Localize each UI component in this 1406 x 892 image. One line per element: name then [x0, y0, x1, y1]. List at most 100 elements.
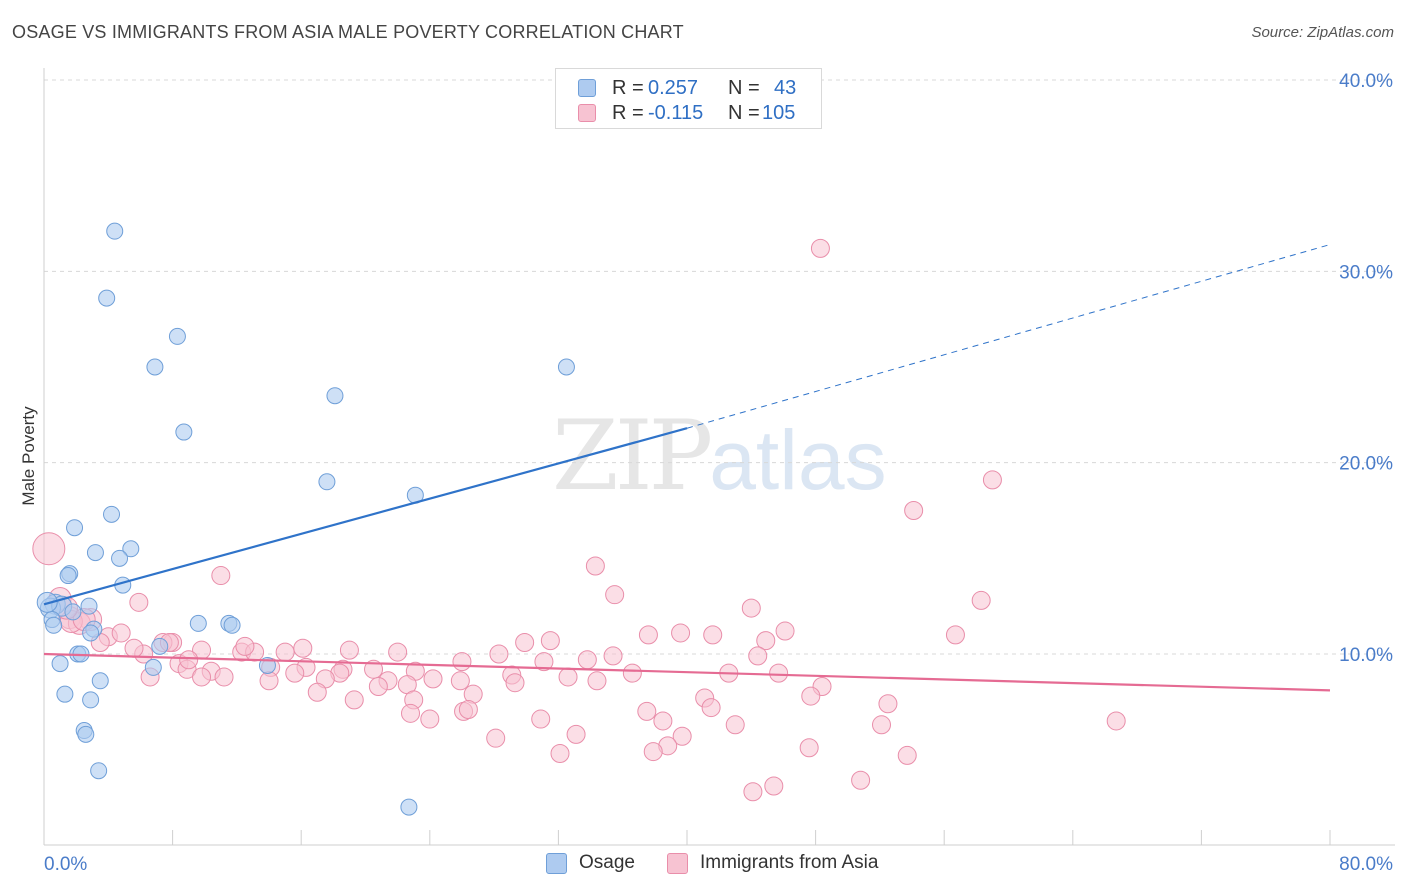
asia-point — [1106, 711, 1126, 731]
asia-point — [124, 638, 144, 658]
y-axis-label: Male Poverty — [19, 406, 38, 506]
x-tick-label: 80.0% — [1339, 854, 1393, 875]
osage-point — [86, 544, 104, 562]
asia-point — [743, 782, 763, 802]
osage-point — [103, 505, 121, 523]
asia-point — [531, 709, 551, 729]
asia-point — [129, 592, 149, 612]
osage-point — [77, 725, 95, 743]
asia-point — [450, 671, 470, 691]
asia-point — [643, 742, 663, 762]
osage-point — [189, 614, 207, 632]
osage-point — [122, 540, 140, 558]
asia-point — [982, 470, 1002, 490]
x-tick-label: 0.0% — [44, 854, 87, 875]
osage-point — [51, 655, 69, 673]
asia-point — [897, 745, 917, 765]
osage-swatch — [546, 853, 567, 874]
osage-point — [56, 685, 74, 703]
asia-point — [701, 698, 721, 718]
asia-point — [401, 703, 421, 723]
asia-point — [605, 585, 625, 605]
asia-point — [285, 663, 305, 683]
asia-point — [368, 677, 388, 697]
osage-point — [175, 423, 193, 441]
asia-point — [764, 776, 784, 796]
legend-series: Osage Immigrants from Asia — [0, 852, 1406, 876]
asia-point — [452, 652, 472, 672]
asia-point — [179, 650, 199, 670]
legend-label: Osage — [579, 852, 635, 873]
asia-point — [671, 623, 691, 643]
r-label: R = — [612, 77, 644, 99]
osage-point — [326, 387, 344, 405]
asia-point — [756, 631, 776, 651]
asia-point — [550, 743, 570, 763]
watermark-zip: ZIP — [552, 400, 713, 512]
asia-point — [344, 690, 364, 710]
asia-point — [540, 631, 560, 651]
asia-point — [904, 501, 924, 520]
asia-point — [585, 556, 605, 576]
osage-point — [168, 327, 186, 345]
asia-point — [622, 663, 642, 683]
osage-point — [64, 603, 82, 621]
asia-point — [638, 625, 658, 645]
asia-point — [420, 709, 440, 729]
n-value: 43 — [774, 77, 797, 99]
osage-point — [557, 358, 575, 376]
asia-point — [741, 598, 761, 618]
osage-point — [111, 549, 129, 567]
asia-point — [872, 715, 892, 735]
source-label: Source: ZipAtlas.com — [1251, 24, 1394, 41]
y-tick-label: 20.0% — [1339, 454, 1393, 475]
asia-point — [214, 667, 234, 687]
osage-point — [98, 289, 116, 307]
asia-point — [878, 694, 898, 714]
asia-point — [192, 667, 212, 687]
y-tick-label: 40.0% — [1339, 71, 1393, 92]
asia-point — [32, 532, 66, 566]
n-value: 105 — [762, 102, 796, 124]
osage-point — [144, 658, 162, 676]
osage-point — [82, 624, 100, 642]
legend-label: Immigrants from Asia — [700, 852, 879, 873]
osage-trend-extension — [686, 244, 1331, 429]
osage-point — [223, 616, 241, 634]
asia-point — [558, 667, 578, 687]
asia-point — [339, 640, 359, 660]
asia-point — [971, 590, 991, 610]
asia-point — [637, 701, 657, 721]
osage-point — [90, 762, 108, 780]
asia-point — [566, 724, 586, 744]
osage-point — [59, 567, 77, 585]
asia-swatch — [667, 853, 688, 874]
watermark: ZIPatlas — [552, 400, 887, 512]
asia-point — [364, 659, 384, 679]
asia-point — [458, 699, 478, 719]
asia-point — [275, 642, 295, 662]
asia-point — [945, 625, 965, 645]
osage-point — [151, 637, 169, 655]
asia-point — [653, 711, 673, 731]
r-label: R = — [612, 102, 644, 124]
asia-trend-line — [43, 652, 1331, 692]
asia-point — [799, 738, 819, 758]
osage-point — [82, 691, 100, 709]
osage-point — [146, 358, 164, 376]
legend-stats: R = 0.257 N = 43 R = -0.115 N = 105 — [555, 68, 822, 129]
watermark-atlas: atlas — [709, 413, 887, 507]
r-value: -0.115 — [648, 102, 704, 124]
osage-point — [318, 473, 336, 491]
asia-point — [515, 633, 535, 653]
asia-point — [851, 770, 871, 790]
asia-point — [259, 671, 279, 691]
asia-point — [577, 650, 597, 670]
osage-point — [45, 616, 63, 634]
y-tick-label: 10.0% — [1339, 645, 1393, 666]
n-label: N = — [728, 77, 760, 99]
asia-point — [801, 686, 821, 706]
asia-point — [293, 638, 313, 658]
asia-point — [307, 682, 327, 702]
